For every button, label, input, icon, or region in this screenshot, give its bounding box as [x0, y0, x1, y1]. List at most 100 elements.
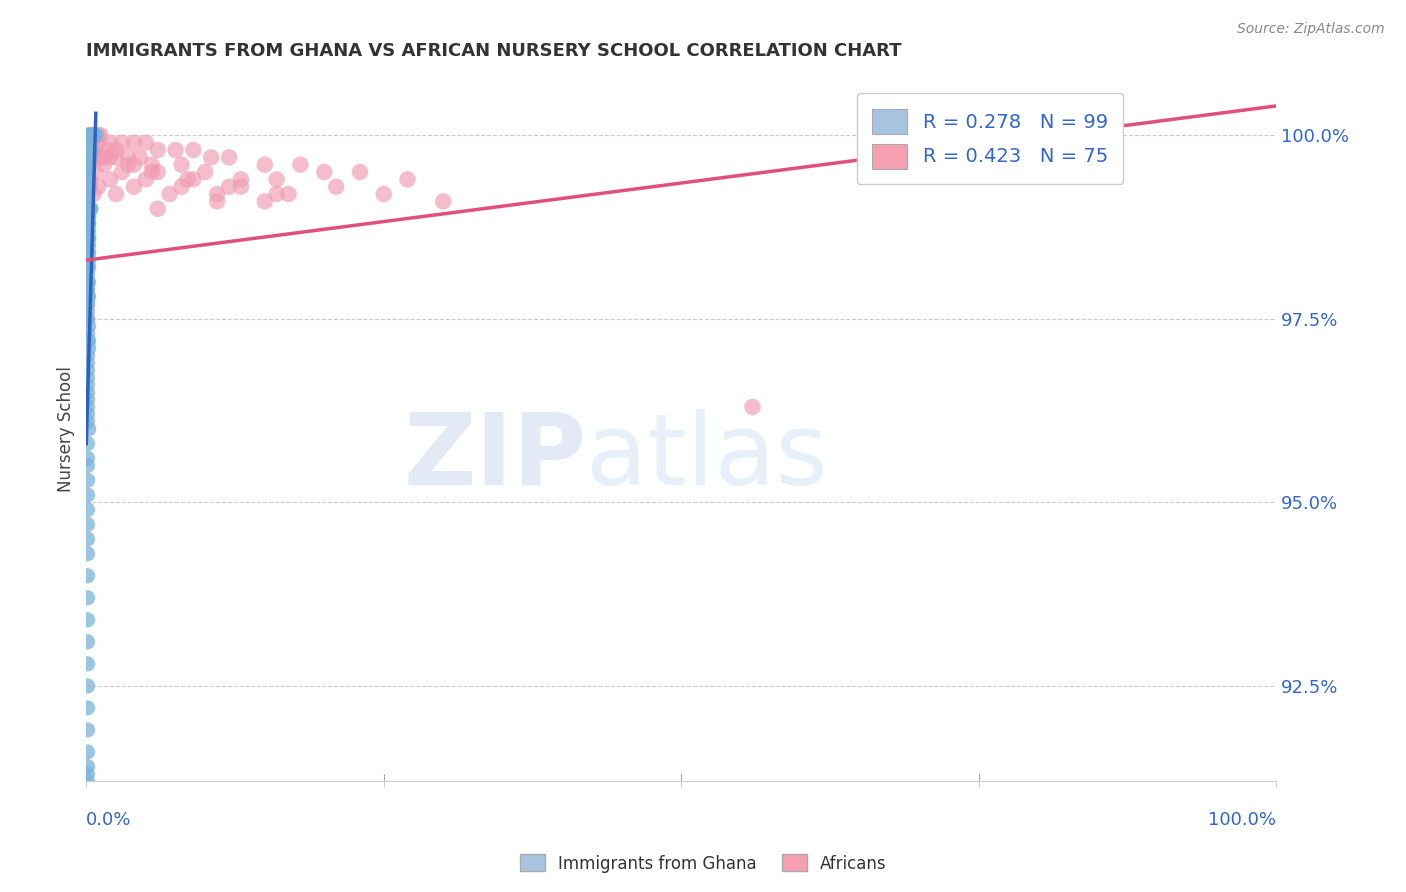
- Point: [79, 143, 101, 157]
- Point: [80, 202, 103, 216]
- Point: [76, 297, 98, 311]
- Point: [76, 260, 98, 275]
- Point: [290, 158, 312, 172]
- Point: [77, 128, 100, 143]
- Point: [253, 194, 276, 209]
- Point: [77, 136, 100, 150]
- Point: [77, 238, 100, 252]
- Point: [77, 224, 100, 238]
- Point: [122, 158, 145, 172]
- Point: [90, 150, 112, 164]
- Point: [76, 407, 98, 421]
- Text: Source: ZipAtlas.com: Source: ZipAtlas.com: [1237, 22, 1385, 37]
- Point: [218, 150, 240, 164]
- Point: [349, 165, 371, 179]
- Point: [76, 679, 98, 693]
- Point: [83, 150, 105, 164]
- Point: [80, 136, 103, 150]
- Text: ZIP: ZIP: [404, 409, 586, 506]
- Point: [82, 128, 104, 143]
- Point: [76, 290, 98, 304]
- Legend: R = 0.278   N = 99, R = 0.423   N = 75: R = 0.278 N = 99, R = 0.423 N = 75: [856, 94, 1123, 184]
- Point: [77, 150, 100, 164]
- Text: atlas: atlas: [586, 409, 828, 506]
- Point: [266, 172, 288, 186]
- Point: [79, 143, 101, 157]
- Point: [135, 172, 157, 186]
- Point: [277, 187, 299, 202]
- Point: [76, 451, 98, 466]
- Point: [111, 165, 134, 179]
- Point: [77, 165, 100, 179]
- Point: [105, 150, 128, 164]
- Point: [82, 143, 104, 157]
- Point: [128, 150, 150, 164]
- Point: [77, 231, 100, 245]
- Point: [76, 774, 98, 789]
- Point: [83, 128, 105, 143]
- Point: [76, 231, 98, 245]
- Point: [97, 143, 120, 157]
- Point: [146, 165, 169, 179]
- Point: [93, 158, 115, 172]
- Point: [111, 136, 134, 150]
- Point: [80, 128, 103, 143]
- Point: [205, 194, 228, 209]
- Point: [98, 136, 121, 150]
- Point: [77, 245, 100, 260]
- Point: [76, 334, 98, 348]
- Point: [77, 253, 100, 268]
- Point: [176, 172, 198, 186]
- Point: [76, 370, 98, 384]
- Point: [141, 158, 163, 172]
- Point: [80, 128, 103, 143]
- Point: [76, 701, 98, 715]
- Point: [76, 245, 98, 260]
- Point: [76, 165, 98, 179]
- Point: [146, 143, 169, 157]
- Point: [76, 436, 98, 450]
- Point: [77, 136, 100, 150]
- Point: [77, 290, 100, 304]
- Point: [77, 216, 100, 230]
- Point: [141, 165, 163, 179]
- Point: [77, 128, 100, 143]
- Point: [82, 136, 104, 150]
- Point: [325, 179, 347, 194]
- Point: [105, 143, 128, 157]
- Point: [87, 136, 110, 150]
- Point: [76, 179, 98, 194]
- Point: [82, 128, 104, 143]
- Point: [98, 150, 121, 164]
- Point: [218, 179, 240, 194]
- Point: [87, 128, 110, 143]
- Point: [76, 385, 98, 400]
- Point: [76, 311, 98, 326]
- Point: [79, 179, 101, 194]
- Point: [76, 613, 98, 627]
- Point: [76, 158, 98, 172]
- Point: [76, 268, 98, 282]
- Point: [82, 128, 104, 143]
- Point: [80, 128, 103, 143]
- Point: [79, 150, 101, 164]
- Point: [117, 158, 139, 172]
- Text: 100.0%: 100.0%: [1208, 811, 1277, 829]
- Text: 0.0%: 0.0%: [86, 811, 132, 829]
- Point: [77, 319, 100, 334]
- Point: [159, 187, 181, 202]
- Point: [122, 136, 145, 150]
- Point: [80, 143, 103, 157]
- Point: [229, 179, 252, 194]
- Point: [84, 165, 107, 179]
- Point: [79, 158, 101, 172]
- Point: [170, 179, 193, 194]
- Point: [76, 356, 98, 370]
- Y-axis label: Nursery School: Nursery School: [58, 366, 75, 491]
- Point: [79, 128, 101, 143]
- Point: [76, 363, 98, 377]
- Point: [84, 128, 107, 143]
- Point: [76, 311, 98, 326]
- Point: [76, 297, 98, 311]
- Point: [76, 568, 98, 582]
